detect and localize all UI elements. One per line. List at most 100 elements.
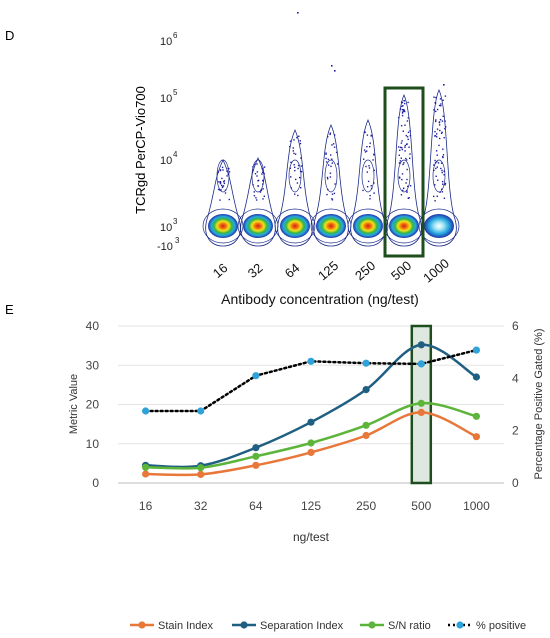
event-dot xyxy=(436,166,438,168)
event-dot xyxy=(331,158,333,160)
event-dot xyxy=(325,152,327,154)
contour-outer xyxy=(350,119,386,247)
event-dot xyxy=(365,165,367,168)
event-dot xyxy=(223,180,225,182)
event-dot xyxy=(407,185,409,188)
event-dot xyxy=(398,176,401,178)
event-dot xyxy=(406,136,409,138)
x-tick-label: 32 xyxy=(245,260,266,281)
event-dot xyxy=(297,164,300,167)
event-dot xyxy=(438,124,441,126)
event-dot xyxy=(366,171,368,173)
data-point xyxy=(362,431,370,440)
data-point xyxy=(307,439,315,447)
event-dot xyxy=(398,116,400,119)
flow-plot-64 xyxy=(274,129,316,247)
event-dot xyxy=(221,184,223,187)
event-dot xyxy=(442,180,444,183)
panel-d-y-axis-label: TCRgd PerCP-Vio700 xyxy=(133,86,148,214)
event-dot xyxy=(442,156,444,159)
event-dot xyxy=(405,182,407,184)
event-dot xyxy=(290,187,292,189)
event-dot xyxy=(402,130,404,132)
y-tick-left: 30 xyxy=(86,358,100,372)
event-dot xyxy=(404,146,406,148)
event-dot xyxy=(362,189,364,192)
event-dot xyxy=(444,182,447,185)
y-tick-right: 0 xyxy=(512,476,519,490)
event-dot xyxy=(399,108,402,110)
event-dot xyxy=(327,188,329,191)
event-dot xyxy=(409,130,411,132)
event-dot xyxy=(433,96,435,98)
density-core xyxy=(316,214,346,238)
event-dot xyxy=(398,146,400,148)
event-dot xyxy=(443,197,446,199)
outlier-event xyxy=(334,70,336,72)
y-tick-1e6-exp: 6 xyxy=(173,31,178,40)
event-dot xyxy=(435,120,437,123)
event-dot xyxy=(366,186,369,188)
panel-d-x-axis-label: Antibody concentration (ng/test) xyxy=(221,291,419,307)
event-dot xyxy=(226,175,228,177)
event-dot xyxy=(370,185,372,187)
event-dot xyxy=(300,165,302,167)
data-point xyxy=(307,418,315,426)
x-tick-label: 64 xyxy=(249,499,263,513)
event-dot xyxy=(404,144,406,147)
event-dot xyxy=(406,178,408,181)
event-dot xyxy=(256,163,258,165)
event-dot xyxy=(327,178,329,180)
event-dot xyxy=(403,100,405,102)
contour-outer xyxy=(313,124,349,247)
event-dot xyxy=(228,171,231,173)
x-tick-label: 32 xyxy=(194,499,208,513)
data-point xyxy=(472,433,480,441)
event-dot xyxy=(443,137,445,139)
panel-e-tick-labels: 0 10 20 30 40 0 2 4 6 16 32 64 125 250 500 1000 xyxy=(86,319,519,513)
event-dot xyxy=(434,159,436,162)
event-dot xyxy=(434,184,436,186)
event-dot xyxy=(442,99,444,101)
legend-item: % positive xyxy=(448,620,526,632)
event-dot xyxy=(403,187,405,189)
panel-d-y-ticks: 10 6 10 5 10 4 10 3 -10 3 xyxy=(157,31,180,253)
event-dot xyxy=(227,173,229,175)
legend-item: Stain Index xyxy=(130,620,214,632)
event-dot xyxy=(400,157,402,159)
event-dot xyxy=(329,176,332,178)
panel-e-label: E xyxy=(5,302,14,317)
event-dot xyxy=(328,164,330,166)
event-dot xyxy=(401,148,404,151)
panel-e-x-axis-label: ng/test xyxy=(293,530,330,544)
event-dot xyxy=(444,184,446,186)
event-dot xyxy=(217,171,219,173)
event-dot xyxy=(263,166,266,168)
event-dot xyxy=(402,163,404,166)
event-dot xyxy=(223,181,225,183)
event-dot xyxy=(325,157,327,160)
event-dot xyxy=(366,134,369,136)
event-dot xyxy=(402,189,404,192)
event-dot xyxy=(373,169,375,172)
data-point xyxy=(362,421,370,429)
event-dot xyxy=(403,162,405,164)
event-dot xyxy=(439,98,442,100)
y-tick-1e5-base: 10 xyxy=(160,93,172,105)
event-dot xyxy=(329,172,332,174)
event-dot xyxy=(372,159,374,161)
event-dot xyxy=(434,135,437,137)
event-dot xyxy=(223,182,226,185)
event-dot xyxy=(228,167,230,170)
event-dot xyxy=(403,109,405,111)
event-dot xyxy=(401,112,404,114)
data-point xyxy=(197,464,205,472)
x-tick-label: 1000 xyxy=(420,256,452,286)
event-dot xyxy=(219,199,221,201)
event-dot xyxy=(263,195,265,197)
event-dot xyxy=(262,171,264,174)
event-dot xyxy=(326,176,329,179)
panel-e-y-axis-label-right: Percentage Positive Gated (%) xyxy=(533,328,545,479)
density-core xyxy=(353,214,383,238)
event-dot xyxy=(300,187,302,189)
